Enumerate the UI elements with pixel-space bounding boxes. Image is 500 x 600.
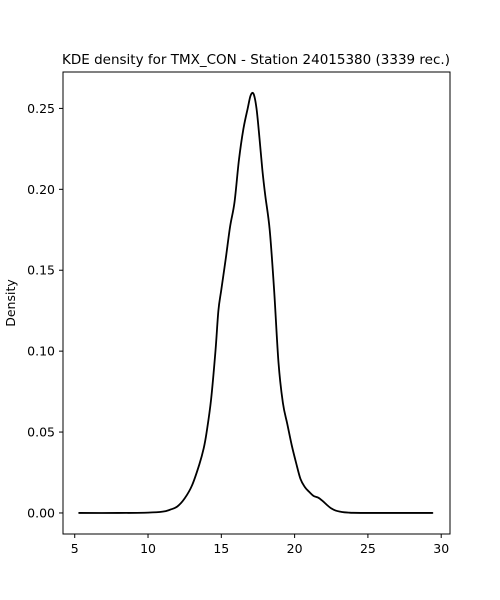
x-axis: 5 10 15 20 25 30	[71, 534, 449, 556]
plot-frame	[62, 71, 451, 535]
y-tick-label: 0.00	[27, 505, 55, 520]
x-tick-label: 30	[433, 541, 449, 556]
density-line	[78, 91, 434, 514]
y-axis-label: Density	[3, 279, 18, 327]
y-tick-label: 0.05	[27, 425, 55, 440]
y-tick-label: 0.20	[27, 182, 55, 197]
y-tick-label: 0.25	[27, 101, 55, 116]
y-tick-label: 0.10	[27, 344, 55, 359]
y-axis: 0.00 0.05 0.10 0.15 0.20 0.25	[27, 101, 63, 520]
x-tick-label: 10	[140, 541, 156, 556]
x-tick-label: 25	[360, 541, 376, 556]
chart-title: KDE density for TMX_CON - Station 240153…	[62, 52, 450, 68]
x-tick-label: 15	[213, 541, 229, 556]
x-tick-label: 20	[287, 541, 303, 556]
x-tick-label: 5	[71, 541, 79, 556]
y-tick-label: 0.15	[27, 263, 55, 278]
